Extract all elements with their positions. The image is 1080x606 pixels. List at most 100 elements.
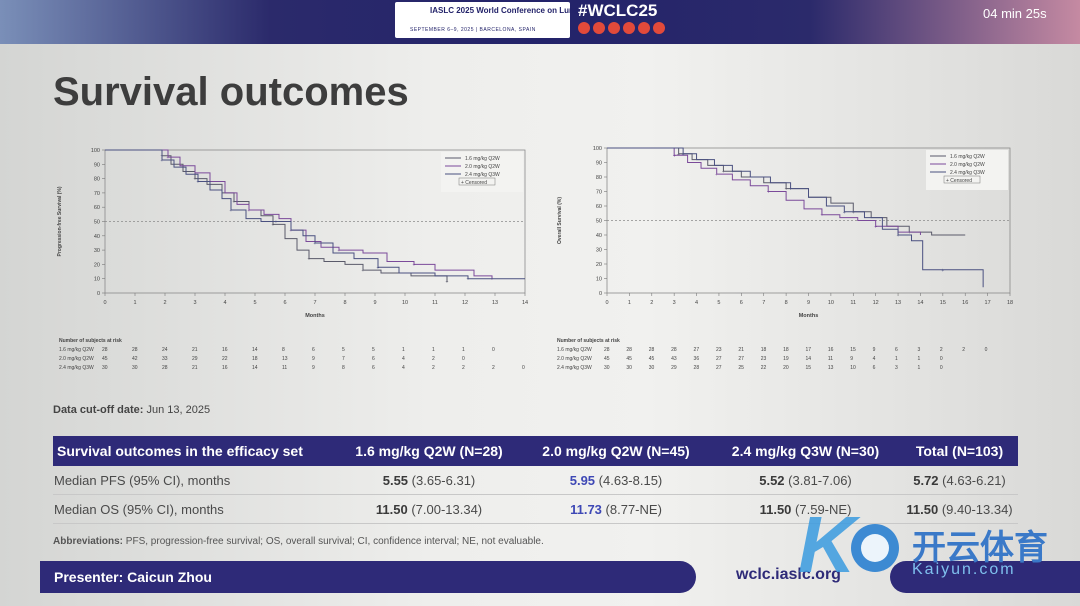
x-tick-label: 7 (762, 300, 765, 306)
x-tick-label: 16 (962, 300, 968, 306)
risk-count: 9 (312, 356, 315, 362)
table-cell: 5.95 (4.63-8.15) (522, 466, 710, 495)
y-tick-label: 0 (97, 291, 100, 297)
censor-mark: + (446, 280, 449, 286)
table-cell: 5.72 (4.63-6.21) (901, 466, 1018, 495)
y-tick-label: 90 (596, 161, 602, 167)
risk-row-label: 2.4 mg/kg Q3W (557, 365, 592, 371)
watermark-logo-icon: K (798, 500, 899, 589)
censor-mark: + (874, 224, 877, 230)
censor-mark: + (941, 268, 944, 274)
x-tick-label: 13 (492, 300, 498, 306)
risk-table-title: Number of subjects at risk (59, 338, 122, 344)
risk-count: 1 (917, 365, 921, 371)
median-value: 11.50 (375, 501, 408, 517)
legend-censored-box (943, 175, 981, 184)
risk-count: 28 (671, 347, 677, 353)
x-tick-label: 18 (1007, 300, 1013, 306)
risk-row-label: 2.0 mg/kg Q2W (557, 356, 592, 362)
km-curve (105, 149, 525, 280)
censor-mark: + (715, 172, 718, 178)
censor-mark: + (197, 179, 200, 185)
row-label: Median PFS (95% CI), months (53, 466, 336, 495)
censor-mark: + (722, 169, 725, 175)
risk-count: 28 (693, 365, 700, 371)
risk-count: 2 (432, 365, 435, 371)
risk-count: 13 (282, 356, 288, 362)
y-tick-label: 70 (94, 191, 100, 197)
x-tick-label: 6 (740, 300, 743, 306)
x-tick-label: 10 (402, 300, 408, 306)
km-curve (607, 147, 921, 235)
y-tick-label: 30 (596, 248, 602, 254)
risk-table-row: 2.4 mg/kg Q3W 30 30 30 29 28 27 25 22 20 15 13 10 6 3 1… (557, 365, 1027, 374)
social-icons (578, 22, 665, 34)
x-axis-label: Months (305, 313, 325, 319)
x-tick-label: 4 (695, 300, 698, 306)
x-tick-label: 3 (673, 300, 676, 306)
censor-mark: + (731, 169, 734, 175)
y-tick-label: 70 (596, 190, 602, 196)
risk-count: 9 (850, 356, 854, 362)
table-cell: 11.73 (8.77-NE) (522, 494, 710, 524)
x-icon (608, 22, 620, 34)
censor-mark: + (767, 190, 770, 196)
risk-count: 17 (805, 347, 812, 353)
risk-count: 45 (102, 356, 108, 362)
table-cell: 11.50 (7.59-NE) (710, 494, 901, 524)
risk-count: 1 (895, 356, 898, 362)
risk-count: 0 (522, 365, 525, 371)
y-axis-label: Progression-free Survival (%) (57, 186, 63, 256)
risk-count: 24 (162, 347, 168, 353)
risk-count: 22 (222, 356, 228, 362)
censor-mark: + (314, 241, 317, 247)
risk-count: 11 (282, 365, 288, 371)
conference-name: IASLC 2025 World Conference on Lung Canc… (430, 6, 608, 15)
risk-count: 33 (162, 356, 168, 362)
risk-count: 28 (626, 347, 632, 353)
x-tick-label: 9 (807, 300, 810, 306)
watermark-cn: 开云体育 (912, 529, 1048, 567)
risk-table-row: 1.6 mg/kg Q2W 28 28 28 28 27 23 21 18 18 17 16 15 9 6 3… (557, 347, 1027, 356)
censor-mark: + (167, 155, 170, 161)
risk-count: 28 (132, 347, 138, 353)
x-tick-label: 11 (850, 300, 856, 306)
y-tick-label: 10 (94, 277, 100, 283)
risk-count: 27 (738, 356, 744, 362)
censor-mark: + (272, 222, 275, 228)
censor-mark: + (377, 265, 380, 271)
legend-label: 2.0 mg/kg Q2W (465, 164, 500, 170)
ci-value: (4.63-6.21) (942, 472, 1006, 488)
wechat-icon (653, 22, 665, 34)
conference-dates: SEPTEMBER 6–9, 2025 | BARCELONA, SPAIN (410, 27, 536, 33)
presenter-bar: Presenter: Caicun Zhou (40, 561, 696, 593)
risk-count: 28 (604, 347, 610, 353)
censor-mark: + (682, 152, 685, 158)
censor-mark: + (248, 208, 251, 214)
ci-value: (8.77-NE) (605, 501, 662, 517)
conference-banner: IASLC 2025 World Conference on Lung Canc… (0, 0, 1080, 44)
risk-count: 0 (939, 365, 943, 371)
y-tick-label: 50 (596, 219, 602, 225)
risk-count: 18 (252, 356, 258, 362)
risk-count: 28 (162, 365, 168, 371)
risk-count: 4 (402, 356, 405, 362)
youtube-icon (638, 22, 650, 34)
risk-count: 45 (626, 356, 632, 362)
y-tick-label: 80 (596, 175, 602, 181)
y-tick-label: 40 (596, 233, 602, 239)
risk-count: 15 (850, 347, 856, 353)
table-row: Median OS (95% CI), months 11.50 (7.00-1… (53, 494, 1018, 524)
risk-count: 5 (342, 347, 345, 353)
risk-row-label: 1.6 mg/kg Q2W (557, 347, 592, 353)
risk-count: 22 (760, 365, 767, 371)
table-header: Survival outcomes in the efficacy set (53, 436, 336, 466)
risk-count: 28 (102, 347, 108, 353)
y-tick-label: 20 (596, 262, 602, 268)
os-risk-table: Number of subjects at risk 1.6 mg/kg Q2W 2… (557, 338, 1027, 374)
risk-table-row: 2.4 mg/kg Q3W 30 30 28 21 16 14 11 9 8 6 4 2 2 2 0 (59, 365, 539, 374)
watermark-en: Kaiyun.com (912, 561, 1016, 578)
slide-title: Survival outcomes (53, 70, 409, 114)
risk-count: 29 (192, 356, 198, 362)
